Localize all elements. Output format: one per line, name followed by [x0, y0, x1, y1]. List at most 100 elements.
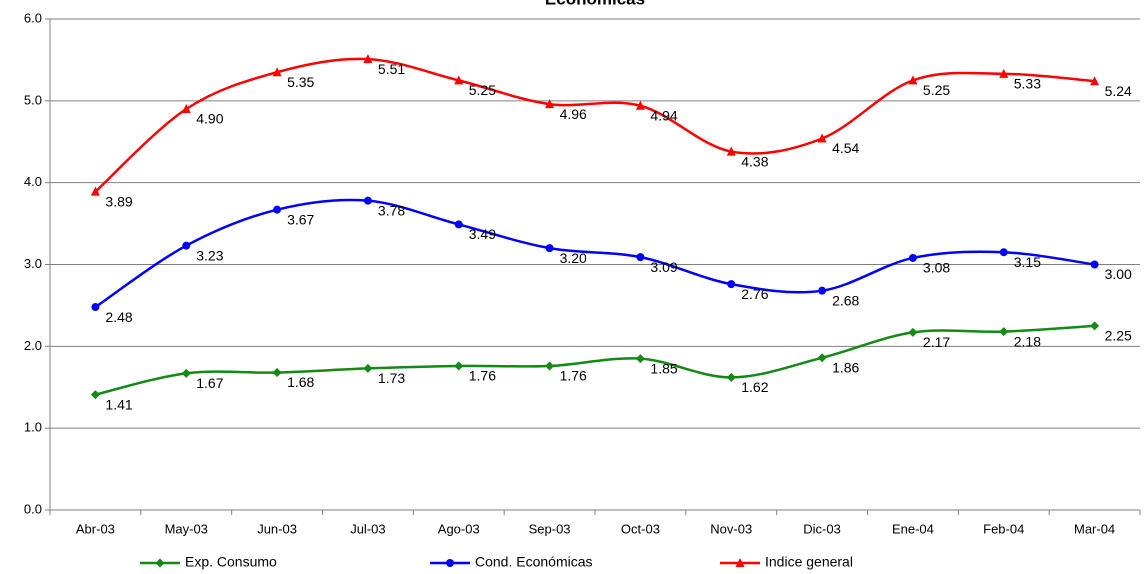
- data-label: 1.76: [469, 368, 496, 384]
- marker: [446, 559, 454, 567]
- series-line: [94, 57, 1095, 193]
- marker: [818, 286, 827, 295]
- marker: [636, 253, 645, 262]
- data-label: 5.24: [1105, 83, 1132, 99]
- x-tick-label: Ago-03: [438, 521, 480, 536]
- marker: [908, 253, 917, 262]
- x-tick-label: Ene-04: [892, 521, 934, 536]
- data-label: 4.96: [560, 106, 587, 122]
- x-tick-label: Dic-03: [803, 521, 841, 536]
- series-line: [95, 324, 1095, 396]
- series-line: [94, 198, 1095, 309]
- marker: [727, 280, 736, 289]
- data-label: 3.49: [469, 226, 496, 242]
- data-label: 3.23: [196, 247, 223, 263]
- x-tick-label: Abr-03: [76, 521, 115, 536]
- x-tick-label: Jun-03: [257, 521, 297, 536]
- marker: [181, 368, 191, 378]
- data-label: 2.18: [1014, 333, 1041, 349]
- marker: [454, 220, 463, 229]
- data-label: 3.78: [378, 202, 405, 218]
- data-label: 5.33: [1014, 76, 1041, 92]
- marker: [454, 361, 464, 371]
- y-tick-label: 0.0: [24, 501, 42, 516]
- data-label: 3.67: [287, 211, 314, 227]
- marker: [545, 361, 555, 371]
- marker: [817, 353, 827, 363]
- y-tick-label: 3.0: [24, 256, 42, 271]
- data-label: 5.25: [923, 82, 950, 98]
- data-label: 5.35: [287, 74, 314, 90]
- marker: [182, 241, 191, 250]
- x-tick-label: Sep-03: [529, 521, 571, 536]
- marker: [1090, 76, 1100, 86]
- y-tick-label: 1.0: [24, 420, 42, 435]
- data-label: 2.48: [105, 309, 132, 325]
- marker: [545, 99, 555, 109]
- y-tick-label: 4.0: [24, 174, 42, 189]
- data-label: 3.20: [560, 250, 587, 266]
- marker: [272, 368, 282, 378]
- data-label: 5.51: [378, 61, 405, 77]
- x-tick-label: May-03: [165, 521, 208, 536]
- data-label: 1.85: [650, 360, 677, 376]
- data-label: 1.86: [832, 359, 859, 375]
- y-tick-label: 6.0: [24, 10, 42, 25]
- legend-label: Exp. Consumo: [185, 554, 277, 570]
- marker: [91, 303, 100, 312]
- marker: [181, 104, 191, 114]
- data-label: 2.76: [741, 286, 768, 302]
- legend-label: Indice general: [765, 554, 853, 570]
- data-label: 1.76: [560, 368, 587, 384]
- marker: [726, 146, 736, 156]
- data-label: 4.94: [650, 107, 677, 123]
- data-label: 3.00: [1105, 266, 1132, 282]
- data-label: 2.68: [832, 292, 859, 308]
- data-label: 2.25: [1105, 328, 1132, 344]
- marker: [90, 390, 100, 400]
- chart-title: Económicas: [545, 0, 645, 8]
- marker: [635, 354, 645, 364]
- data-label: 5.25: [469, 82, 496, 98]
- marker: [735, 558, 745, 567]
- data-label: 1.67: [196, 375, 223, 391]
- data-label: 4.54: [832, 140, 859, 156]
- data-label: 3.08: [923, 260, 950, 276]
- data-label: 2.17: [923, 334, 950, 350]
- data-label: 4.38: [741, 153, 768, 169]
- data-label: 1.62: [741, 379, 768, 395]
- x-tick-label: Feb-04: [983, 521, 1024, 536]
- marker: [908, 75, 918, 85]
- marker: [273, 205, 282, 214]
- data-label: 4.90: [196, 111, 223, 127]
- x-tick-label: Oct-03: [621, 521, 660, 536]
- marker: [1090, 260, 1099, 269]
- marker: [363, 363, 373, 373]
- marker: [999, 248, 1008, 257]
- data-label: 3.15: [1014, 254, 1041, 270]
- x-tick-label: Nov-03: [710, 521, 752, 536]
- y-tick-label: 5.0: [24, 92, 42, 107]
- marker: [1090, 321, 1100, 331]
- data-label: 3.89: [105, 193, 132, 209]
- marker: [545, 244, 554, 253]
- data-label: 1.68: [287, 374, 314, 390]
- marker: [155, 558, 165, 568]
- marker: [817, 133, 827, 143]
- marker: [363, 196, 372, 205]
- marker: [726, 372, 736, 382]
- x-tick-label: Mar-04: [1074, 521, 1115, 536]
- legend-label: Cond. Económicas: [475, 554, 593, 570]
- y-tick-label: 2.0: [24, 338, 42, 353]
- marker: [454, 75, 464, 85]
- marker: [999, 68, 1009, 78]
- marker: [272, 67, 282, 77]
- marker: [635, 100, 645, 110]
- x-tick-label: Jul-03: [350, 521, 385, 536]
- marker: [363, 54, 373, 64]
- marker: [90, 186, 100, 196]
- data-label: 1.73: [378, 370, 405, 386]
- marker: [908, 327, 918, 337]
- data-label: 3.09: [650, 259, 677, 275]
